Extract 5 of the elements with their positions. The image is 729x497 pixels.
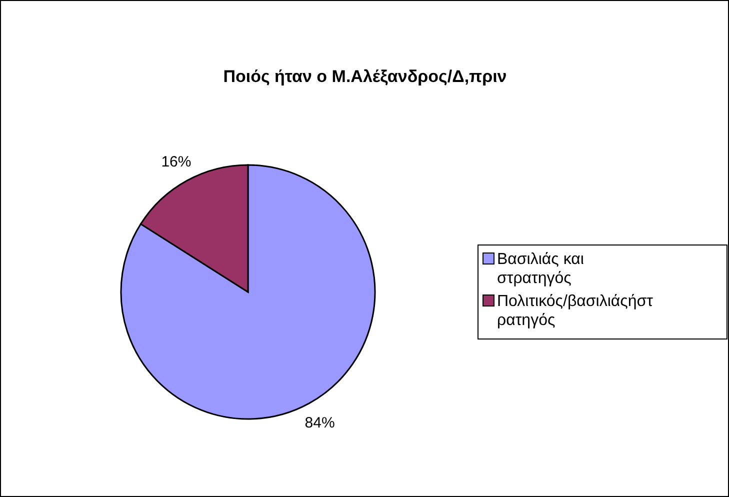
legend-label: Βασιλιάς και στρατηγός — [497, 251, 584, 287]
data-label: 16% — [161, 153, 192, 170]
legend-label: Πολιτικός/βασιλιάςήστρατηγός — [497, 293, 654, 329]
chart-title: Ποιός ήταν ο Μ.Αλέξανδρος/Δ,πριν — [223, 67, 507, 86]
data-label: 84% — [304, 414, 335, 432]
